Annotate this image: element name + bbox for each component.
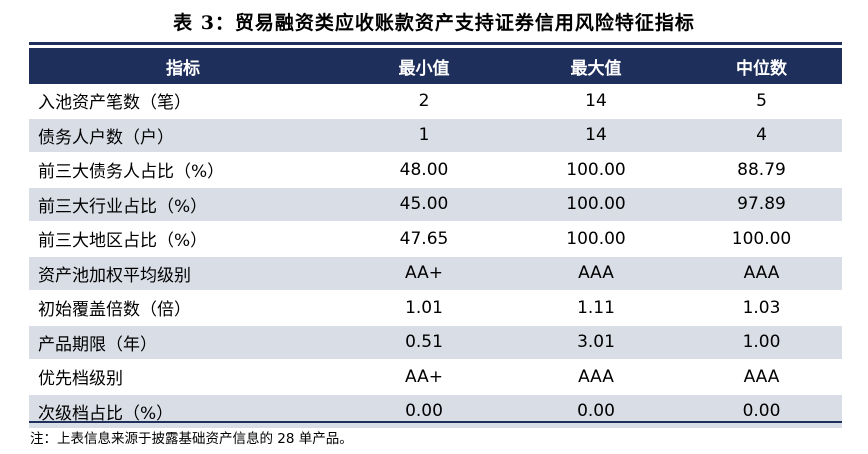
median-cell: 1.00 bbox=[681, 325, 842, 360]
row-label: 前三大地区占比（%） bbox=[29, 221, 337, 257]
min-cell: 47.65 bbox=[337, 221, 511, 257]
max-cell: 3.01 bbox=[511, 325, 681, 360]
source-note: 注：上表信息来源于披露基础资产信息的 28 单产品。 bbox=[30, 431, 353, 447]
min-cell: 48.00 bbox=[337, 152, 511, 188]
median-cell: 5 bbox=[681, 84, 842, 119]
table-row: 次级档占比（%） 0.00 0.00 0.00 bbox=[29, 394, 842, 429]
header-max: 最大值 bbox=[511, 48, 681, 84]
table-row: 优先档级别 AA+ AAA AAA bbox=[29, 359, 842, 395]
table-row: 资产池加权平均级别 AA+ AAA AAA bbox=[29, 256, 842, 291]
min-cell: 2 bbox=[337, 84, 511, 119]
row-label: 产品期限（年） bbox=[29, 325, 337, 360]
median-cell: 4 bbox=[681, 118, 842, 153]
max-cell: AAA bbox=[511, 256, 681, 291]
header-row: 指标 最小值 最大值 中位数 bbox=[29, 48, 842, 84]
row-label: 次级档占比（%） bbox=[29, 394, 337, 429]
max-cell: AAA bbox=[511, 359, 681, 395]
table-row: 入池资产笔数（笔） 2 14 5 bbox=[29, 84, 842, 119]
min-cell: 1.01 bbox=[337, 290, 511, 326]
median-cell: 0.00 bbox=[681, 394, 842, 429]
min-cell: 0.00 bbox=[337, 394, 511, 429]
row-label: 入池资产笔数（笔） bbox=[29, 84, 337, 119]
row-label: 债务人户数（户） bbox=[29, 118, 337, 153]
table-row: 前三大行业占比（%） 45.00 100.00 97.89 bbox=[29, 187, 842, 222]
bottom-rule bbox=[29, 421, 842, 423]
table-row: 初始覆盖倍数（倍） 1.01 1.11 1.03 bbox=[29, 290, 842, 326]
max-cell: 14 bbox=[511, 84, 681, 119]
min-cell: 1 bbox=[337, 118, 511, 153]
min-cell: AA+ bbox=[337, 256, 511, 291]
table-row: 前三大债务人占比（%） 48.00 100.00 88.79 bbox=[29, 152, 842, 188]
table-row: 债务人户数（户） 1 14 4 bbox=[29, 118, 842, 153]
median-cell: 97.89 bbox=[681, 187, 842, 222]
min-cell: 45.00 bbox=[337, 187, 511, 222]
max-cell: 100.00 bbox=[511, 187, 681, 222]
row-label: 前三大债务人占比（%） bbox=[29, 152, 337, 188]
max-cell: 1.11 bbox=[511, 290, 681, 326]
min-cell: AA+ bbox=[337, 359, 511, 395]
table-row: 前三大地区占比（%） 47.65 100.00 100.00 bbox=[29, 221, 842, 257]
row-label: 前三大行业占比（%） bbox=[29, 187, 337, 222]
max-cell: 0.00 bbox=[511, 394, 681, 429]
header-median: 中位数 bbox=[681, 48, 842, 84]
header-indicator: 指标 bbox=[29, 48, 337, 84]
header-min: 最小值 bbox=[337, 48, 511, 84]
median-cell: AAA bbox=[681, 256, 842, 291]
top-rule bbox=[29, 42, 842, 45]
max-cell: 100.00 bbox=[511, 152, 681, 188]
row-label: 资产池加权平均级别 bbox=[29, 256, 337, 291]
median-cell: 1.03 bbox=[681, 290, 842, 326]
table-row: 产品期限（年） 0.51 3.01 1.00 bbox=[29, 325, 842, 360]
min-cell: 0.51 bbox=[337, 325, 511, 360]
row-label: 优先档级别 bbox=[29, 359, 337, 395]
median-cell: 100.00 bbox=[681, 221, 842, 257]
max-cell: 14 bbox=[511, 118, 681, 153]
row-label: 初始覆盖倍数（倍） bbox=[29, 290, 337, 326]
max-cell: 100.00 bbox=[511, 221, 681, 257]
median-cell: AAA bbox=[681, 359, 842, 395]
risk-indicator-table: 指标 最小值 最大值 中位数 入池资产笔数（笔） 2 14 5 债务人户数（户）… bbox=[29, 48, 842, 429]
table-title: 表 3：贸易融资类应收账款资产支持证券信用风险特征指标 bbox=[173, 12, 695, 34]
median-cell: 88.79 bbox=[681, 152, 842, 188]
